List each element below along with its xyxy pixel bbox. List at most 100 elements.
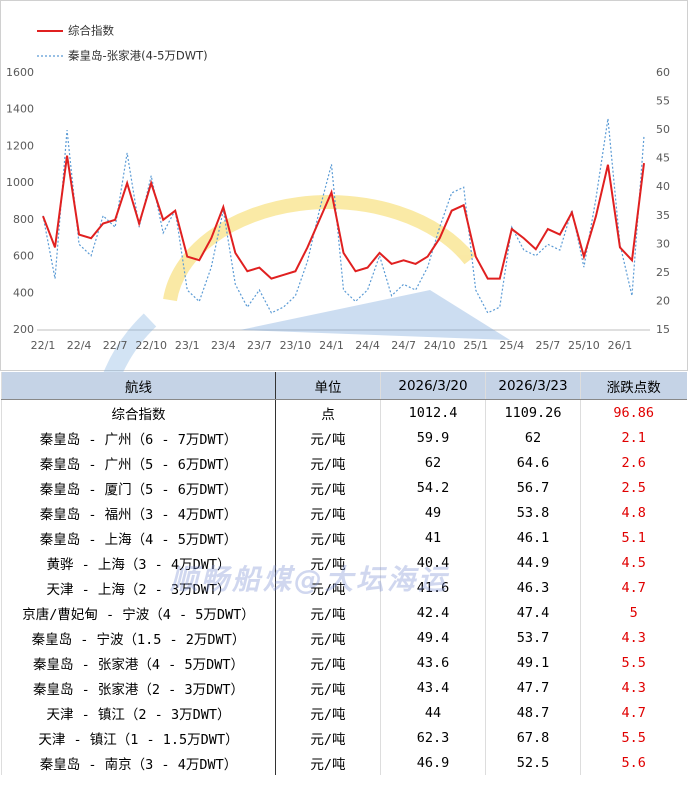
cell: 44 [380,700,486,725]
cell: 元/吨 [275,425,381,450]
cell: 秦皇岛 - 厦门（5 - 6万DWT） [1,475,276,500]
table-row: 综合指数点 1012.4 1109.26 96.86 [1,399,687,425]
logo [103,195,510,372]
y-tick-label: 200 [13,323,34,336]
cell: 元/吨 [275,475,381,500]
legend-label: 秦皇岛-张家港(4-5万DWT) [68,49,208,63]
cell: 49.4 [380,625,486,650]
header-row: 航线 单位 2026/3/20 2026/3/23 涨跌点数 [1,372,687,400]
y2-tick-label: 25 [656,266,670,279]
cell: 黄骅 - 上海（3 - 4万DWT） [1,550,276,575]
cell: 天津 - 镇江（2 - 3万DWT） [1,700,276,725]
chart-frame [0,0,688,371]
freight-table: 航线 单位 2026/3/20 2026/3/23 涨跌点数 综合指数点 1012.4 110… [1,372,687,775]
header-cell: 单位 [275,372,381,400]
y2-tick-label: 50 [656,123,670,136]
cell: 4.5 [580,550,687,575]
cell: 4.3 [580,625,687,650]
cell: 秦皇岛 - 南京（3 - 4万DWT） [1,750,276,775]
cell: 2.1 [580,425,687,450]
cell: 2.6 [580,450,687,475]
cell: 秦皇岛 - 宁波（1.5 - 2万DWT） [1,625,276,650]
cell: 京唐/曹妃甸 - 宁波（4 - 5万DWT） [1,600,276,625]
x-tick-label: 24/4 [355,339,380,352]
y-tick-label: 600 [13,250,34,263]
cell: 4.7 [580,700,687,725]
x-tick-label: 22/10 [135,339,167,352]
cell: 秦皇岛 - 广州（5 - 6万DWT） [1,450,276,475]
cell: 67.8 [485,725,581,750]
cell: 64.6 [485,450,581,475]
cell: 元/吨 [275,575,381,600]
cell: 46.9 [380,750,486,775]
cell: 5.5 [580,650,687,675]
table-row: 天津 - 镇江（1 - 1.5万DWT） 元/吨 62.3 67.8 5.5 [1,725,687,750]
y2-tick-label: 35 [656,209,670,222]
cell: 元/吨 [275,725,381,750]
y2-tick-label: 45 [656,152,670,165]
header-cell: 2026/3/20 [380,372,486,400]
x-tick-label: 23/10 [280,339,312,352]
cell: 53.7 [485,625,581,650]
cell: 元/吨 [275,650,381,675]
cell: 54.2 [380,475,486,500]
x-tick-label: 22/1 [31,339,56,352]
y-tick-label: 1200 [6,139,34,152]
cell: 5.6 [580,750,687,775]
x-tick-label: 22/7 [103,339,128,352]
legend-label: 综合指数 [68,24,114,38]
cell: 元/吨 [275,550,381,575]
table-row: 秦皇岛 - 厦门（5 - 6万DWT） 元/吨 54.2 56.7 2.5 [1,475,687,500]
x-tick-label: 24/7 [391,339,416,352]
header-cell: 涨跌点数 [580,372,687,400]
cell: 元/吨 [275,450,381,475]
table-row: 天津 - 上海（2 - 3万DWT） 元/吨 41.6 46.3 4.7 [1,575,687,600]
x-tick-label: 25/10 [568,339,600,352]
y2-tick-label: 15 [656,323,670,336]
cell: 53.8 [485,500,581,525]
table-row: 黄骅 - 上海（3 - 4万DWT） 元/吨 40.4 44.9 4.5 [1,550,687,575]
y-tick-label: 800 [13,213,34,226]
cell: 43.6 [380,650,486,675]
watermark: 顺畅船煤@大坛海运 [170,563,450,596]
cell: 1012.4 [380,399,486,425]
table-row: 秦皇岛 - 南京（3 - 4万DWT） 元/吨 46.9 52.5 5.6 [1,750,687,775]
cell: 43.4 [380,675,486,700]
cell: 元/吨 [275,500,381,525]
table-row: 京唐/曹妃甸 - 宁波（4 - 5万DWT） 元/吨 42.4 47.4 5 [1,600,687,625]
cell: 5.5 [580,725,687,750]
y2-tick-label: 60 [656,66,670,79]
x-tick-label: 23/4 [211,339,236,352]
cell: 秦皇岛 - 福州（3 - 4万DWT） [1,500,276,525]
cell: 点 [275,399,381,425]
y-tick-label: 1600 [6,66,34,79]
cell: 62 [380,450,486,475]
x-tick-label: 22/4 [67,339,92,352]
y2-tick-label: 30 [656,237,670,250]
header-cell: 2026/3/23 [485,372,581,400]
cell: 2.5 [580,475,687,500]
cell: 62 [485,425,581,450]
cell: 元/吨 [275,700,381,725]
cell: 56.7 [485,475,581,500]
x-tick-label: 25/7 [535,339,560,352]
y2-tick-label: 55 [656,95,670,108]
cell: 47.7 [485,675,581,700]
cell: 46.1 [485,525,581,550]
cell: 46.3 [485,575,581,600]
x-tick-label: 25/4 [499,339,524,352]
cell: 秦皇岛 - 张家港（4 - 5万DWT） [1,650,276,675]
cell: 综合指数 [1,399,276,425]
table-row: 秦皇岛 - 广州（5 - 6万DWT） 元/吨 62 64.6 2.6 [1,450,687,475]
x-tick-label: 23/7 [247,339,272,352]
x-tick-label: 23/1 [175,339,200,352]
cell: 4.8 [580,500,687,525]
table-row: 秦皇岛 - 福州（3 - 4万DWT） 元/吨 49 53.8 4.8 [1,500,687,525]
cell: 47.4 [485,600,581,625]
cell: 52.5 [485,750,581,775]
cell: 秦皇岛 - 张家港（2 - 3万DWT） [1,675,276,700]
cell: 元/吨 [275,625,381,650]
table-row: 秦皇岛 - 上海（4 - 5万DWT） 元/吨 41 46.1 5.1 [1,525,687,550]
cell: 元/吨 [275,600,381,625]
